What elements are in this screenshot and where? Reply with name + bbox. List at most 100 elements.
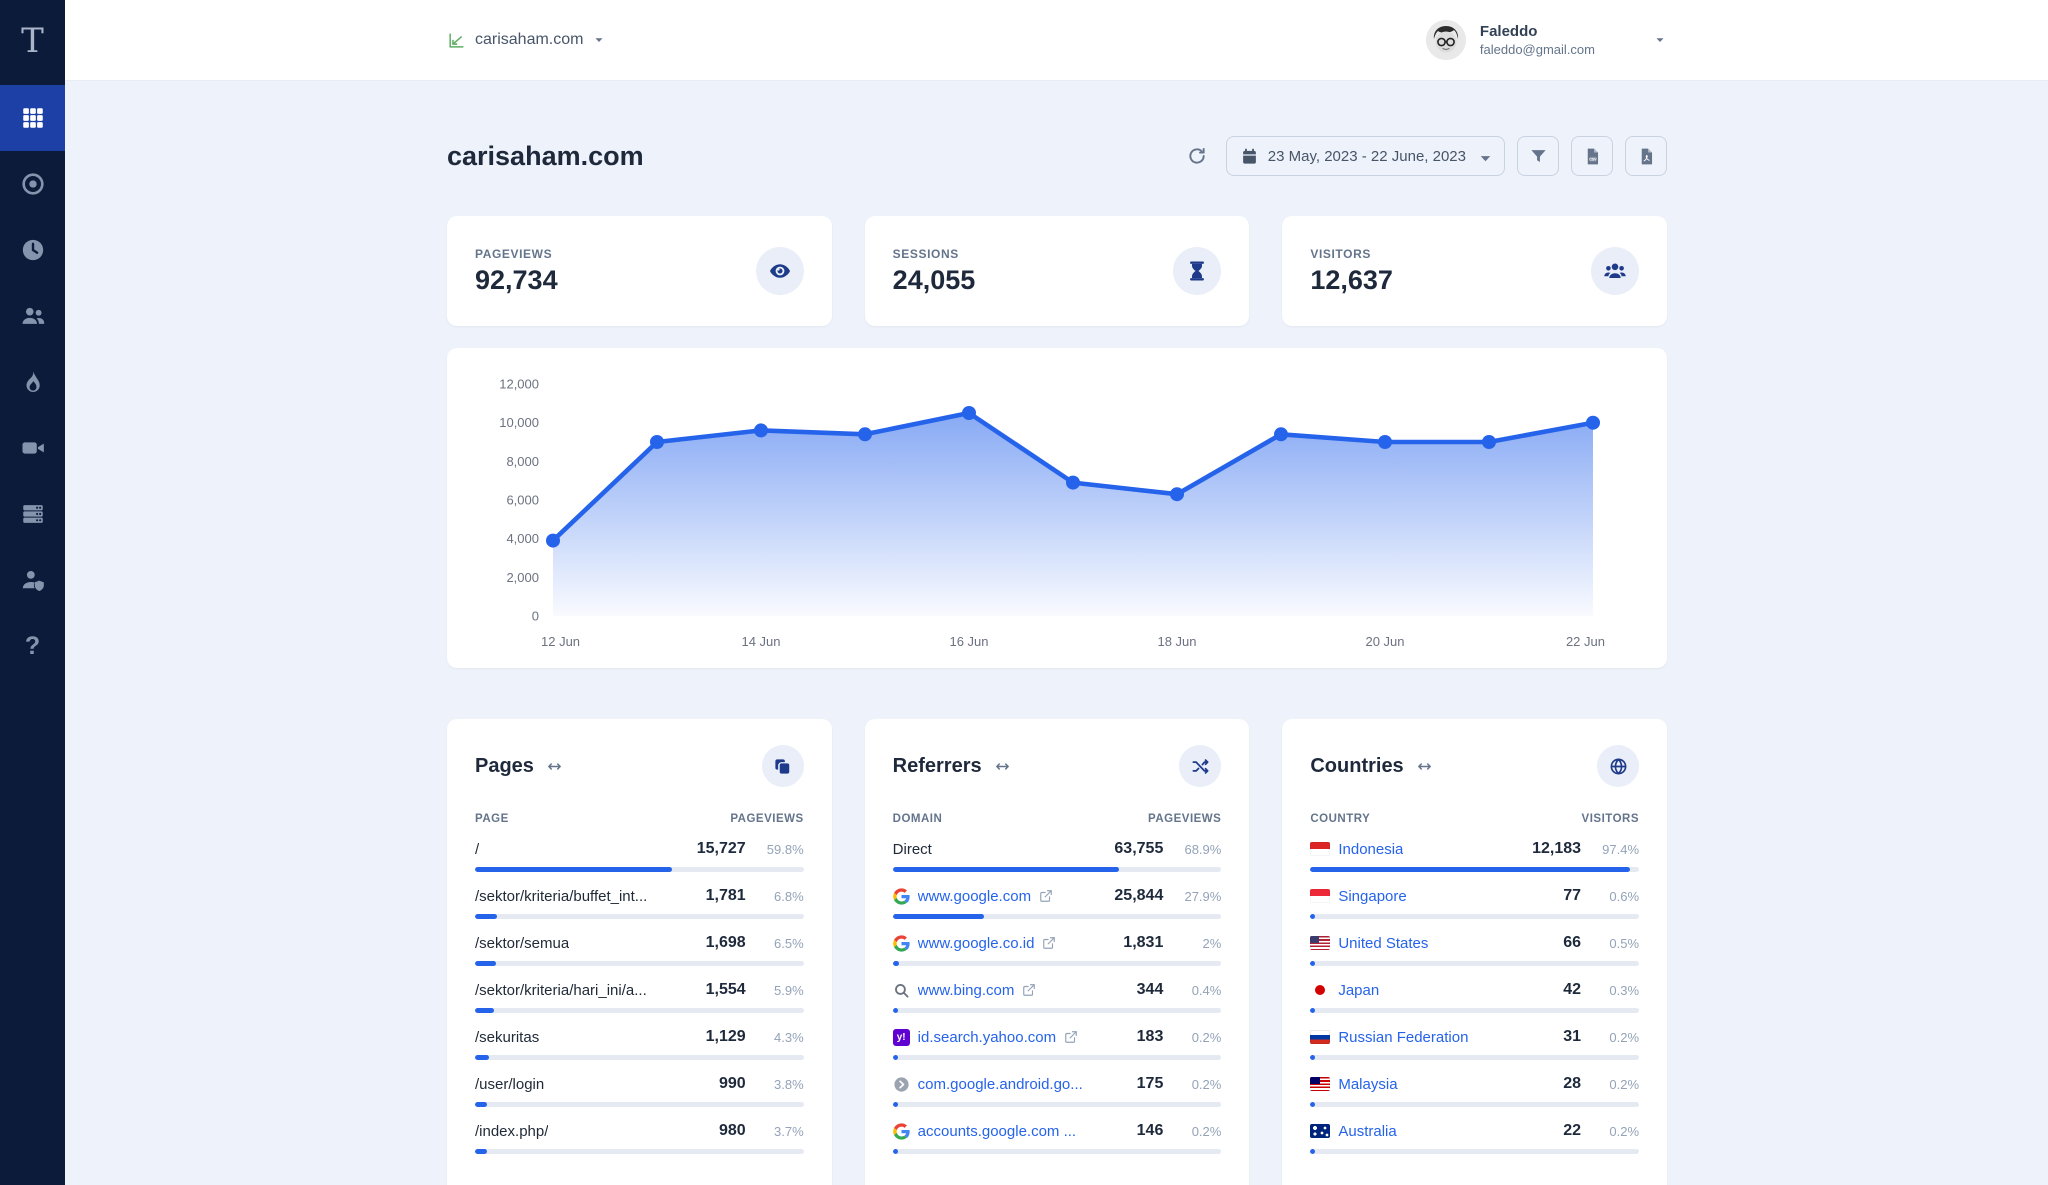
column-header: DOMAIN [892, 813, 943, 825]
site-switcher[interactable]: carisaham.com [447, 31, 606, 50]
referrer-row-label[interactable]: www.bing.com [893, 982, 1086, 999]
row-percent: 27.9% [1184, 888, 1222, 904]
svg-text:4,000: 4,000 [506, 531, 539, 546]
row-percent: 6.8% [774, 888, 804, 904]
chart-point[interactable] [1482, 435, 1496, 449]
pages-card-title: Pages [475, 754, 534, 777]
table-row: y! id.search.yahoo.com 183 0.2% [892, 1028, 1222, 1060]
row-progress-bar [1310, 1055, 1640, 1060]
row-value: 28 [1563, 1075, 1582, 1092]
svg-text:2,000: 2,000 [506, 570, 539, 585]
hourglass-icon [1173, 247, 1222, 295]
country-row-label[interactable]: Australia [1310, 1123, 1503, 1140]
page-row-label: /sektor/semua [475, 934, 570, 952]
sidebar: T ? [0, 0, 65, 1185]
user-menu[interactable]: Faleddo faleddo@gmail.com [1425, 20, 1667, 60]
page-row-label: / [475, 840, 480, 858]
sidebar-item-recordings[interactable] [0, 415, 65, 481]
svg-text:16 Jun: 16 Jun [949, 634, 988, 649]
app-logo[interactable]: T [21, 20, 44, 61]
chart-point[interactable] [1586, 415, 1600, 430]
chart-point[interactable] [650, 435, 664, 449]
country-row-label[interactable]: Malaysia [1310, 1076, 1503, 1093]
user-name: Faleddo [1479, 23, 1538, 40]
chart-point[interactable] [1066, 475, 1080, 490]
referrer-row-label[interactable]: www.google.com [892, 888, 1086, 905]
row-progress-bar [1310, 1008, 1640, 1013]
sidebar-item-help[interactable]: ? [24, 631, 41, 660]
row-value: 22 [1563, 1122, 1582, 1139]
referrer-row-label[interactable]: y! id.search.yahoo.com [892, 1028, 1086, 1046]
table-row: Malaysia 28 0.2% [1310, 1075, 1640, 1107]
pageviews-area-chart[interactable]: 0 2,000 4,000 6,000 8,000 10,000 12,000 12 Jun 1… [475, 366, 1639, 658]
group-icon [1591, 247, 1640, 295]
date-range-label: 23 May, 2023 - 22 June, 2023 [1267, 147, 1466, 165]
row-percent: 6.5% [774, 935, 804, 951]
ext-link-icon [1064, 1030, 1078, 1044]
row-percent: 0.2% [1609, 1076, 1640, 1092]
row-percent: 3.7% [774, 1123, 804, 1139]
row-progress-bar [475, 1102, 804, 1107]
country-row-label[interactable]: Russian Federation [1310, 1029, 1503, 1046]
chart-point[interactable] [1274, 427, 1288, 442]
row-progress-bar [892, 1055, 1222, 1060]
row-progress-bar [892, 867, 1222, 872]
pageviews-chart-card: 0 2,000 4,000 6,000 8,000 10,000 12,000 12 Jun 1… [447, 348, 1667, 668]
referrers-action-button[interactable] [1179, 745, 1222, 787]
sidebar-item-popular[interactable] [0, 349, 65, 415]
table-row: www.google.co.id 1,831 2% [892, 934, 1222, 966]
row-progress-bar [1310, 1149, 1640, 1154]
row-progress-bar [475, 867, 804, 872]
row-value: 42 [1563, 981, 1582, 998]
stat-value: 92,734 [475, 264, 558, 295]
chart-point[interactable] [962, 406, 976, 420]
eye-icon [755, 247, 804, 295]
referrer-row-label[interactable]: accounts.google.com ... [892, 1122, 1086, 1140]
search-icon [893, 982, 910, 999]
country-row-label[interactable]: United States [1310, 935, 1503, 952]
sidebar-item-dashboard[interactable] [0, 85, 65, 151]
sidebar-item-realtime[interactable] [0, 151, 65, 217]
export-pdf-button[interactable] [1625, 136, 1667, 176]
country-row-label[interactable]: Japan [1310, 982, 1503, 999]
country-row-label[interactable]: Indonesia [1310, 841, 1503, 858]
sidebar-item-servers[interactable] [0, 481, 65, 547]
date-range-button[interactable]: 23 May, 2023 - 22 June, 2023 [1225, 136, 1505, 176]
sidebar-item-history[interactable] [0, 217, 65, 283]
table-row: www.bing.com 344 0.4% [892, 981, 1222, 1013]
pages-action-button[interactable] [761, 745, 804, 787]
row-progress-bar [1310, 1102, 1640, 1107]
swap-metric-icon[interactable] [1416, 758, 1433, 775]
sidebar-item-account-security[interactable] [0, 547, 65, 613]
page-title: carisaham.com [447, 140, 644, 171]
google-icon [892, 1122, 910, 1140]
chart-point[interactable] [1378, 435, 1392, 449]
svg-text:20 Jun: 20 Jun [1365, 634, 1404, 649]
row-progress-bar [892, 961, 1222, 966]
chart-point[interactable] [858, 427, 872, 442]
svg-text:6,000: 6,000 [506, 493, 539, 508]
site-switcher-label: carisaham.com [475, 31, 584, 48]
svg-text:12,000: 12,000 [499, 377, 539, 392]
swap-metric-icon[interactable] [546, 758, 563, 775]
column-header: PAGE [475, 813, 509, 825]
sidebar-item-visitors[interactable] [0, 283, 65, 349]
row-percent: 0.2% [1191, 1029, 1222, 1045]
swap-metric-icon[interactable] [994, 758, 1011, 775]
referrer-row-label[interactable]: www.google.co.id [892, 935, 1086, 952]
column-header: VISITORS [1581, 813, 1640, 825]
country-row-label[interactable]: Singapore [1310, 888, 1503, 905]
export-csv-button[interactable]: CSV [1571, 136, 1613, 176]
countries-action-button[interactable] [1597, 745, 1640, 787]
refresh-button[interactable] [1180, 139, 1214, 173]
chart-point[interactable] [546, 533, 560, 548]
chart-point[interactable] [1170, 487, 1184, 502]
row-progress-bar [475, 1055, 804, 1060]
row-percent: 0.3% [1609, 982, 1640, 998]
row-value: 1,129 [705, 1028, 746, 1045]
row-percent: 0.5% [1609, 935, 1640, 951]
svg-text:22 Jun: 22 Jun [1566, 634, 1605, 649]
filter-button[interactable] [1517, 136, 1559, 176]
referrer-row-label[interactable]: com.google.android.go... [893, 1076, 1086, 1093]
chart-point[interactable] [754, 423, 768, 438]
